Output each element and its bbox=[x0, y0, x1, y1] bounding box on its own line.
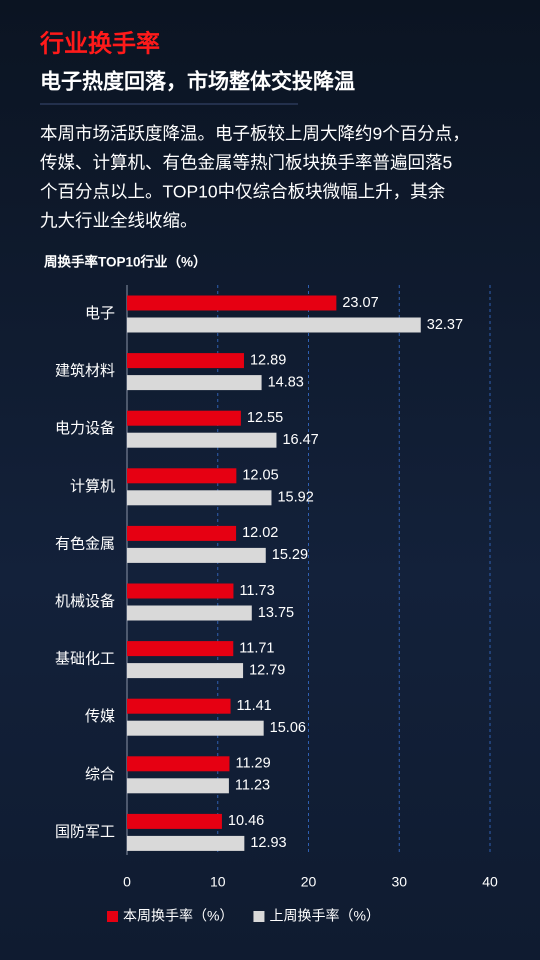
value-label: 10.46 bbox=[228, 813, 264, 829]
legend-swatch bbox=[253, 911, 265, 922]
page-title: 行业换手率 bbox=[39, 29, 160, 57]
bar bbox=[127, 813, 222, 829]
bar bbox=[127, 756, 230, 772]
value-label: 12.02 bbox=[242, 525, 278, 541]
subtitle: 电子热度回落，市场整体交投降温 bbox=[40, 70, 355, 94]
bar bbox=[127, 317, 421, 333]
x-tick-label: 30 bbox=[391, 874, 407, 890]
bar bbox=[127, 641, 234, 657]
bar bbox=[127, 583, 234, 599]
bar bbox=[127, 490, 272, 506]
value-label: 15.06 bbox=[270, 720, 306, 736]
y-tick-label: 基础化工 bbox=[55, 651, 115, 668]
value-label: 12.79 bbox=[249, 662, 285, 678]
body-line: 传媒、计算机、有色金属等热门板块换手率普遍回落5 bbox=[40, 153, 452, 173]
legend-swatch bbox=[107, 911, 118, 922]
bar bbox=[127, 432, 277, 448]
body-line: 本周市场活跃度降温。电子板较上周大降约9个百分点， bbox=[40, 124, 470, 144]
value-label: 11.71 bbox=[239, 640, 274, 656]
bar bbox=[127, 605, 252, 621]
value-label: 14.83 bbox=[268, 374, 304, 390]
y-tick-label: 传媒 bbox=[85, 708, 115, 725]
chart-title: 周换手率TOP10行业（%） bbox=[44, 254, 207, 270]
bar bbox=[127, 698, 231, 714]
bar bbox=[127, 835, 245, 851]
bar bbox=[127, 353, 244, 369]
value-label: 32.37 bbox=[427, 317, 463, 333]
bar bbox=[127, 375, 262, 391]
value-label: 13.75 bbox=[258, 605, 294, 621]
bar bbox=[127, 410, 241, 426]
bar bbox=[127, 525, 237, 541]
y-tick-label: 国防军工 bbox=[55, 823, 115, 840]
x-tick-label: 40 bbox=[482, 874, 498, 890]
legend-label: 本周换手率（%） bbox=[123, 908, 233, 924]
y-tick-label: 电子 bbox=[85, 305, 115, 322]
value-label: 11.23 bbox=[235, 778, 270, 794]
value-label: 12.55 bbox=[247, 410, 283, 426]
bar bbox=[127, 547, 266, 563]
bar bbox=[127, 663, 244, 679]
x-tick-label: 20 bbox=[301, 874, 317, 890]
value-label: 15.29 bbox=[272, 547, 308, 563]
bar bbox=[127, 720, 264, 736]
y-tick-label: 计算机 bbox=[70, 477, 115, 495]
value-label: 11.29 bbox=[235, 756, 270, 772]
y-tick-label: 机械设备 bbox=[55, 593, 115, 610]
value-label: 12.89 bbox=[250, 352, 286, 368]
body-line: 个百分点以上。TOP10中仅综合板块微幅上升，其余 bbox=[40, 182, 446, 202]
value-label: 12.93 bbox=[250, 835, 286, 851]
bar bbox=[127, 295, 337, 311]
y-tick-label: 建筑材料 bbox=[55, 363, 115, 380]
legend-label: 上周换手率（%） bbox=[269, 908, 379, 924]
y-tick-label: 有色金属 bbox=[55, 535, 115, 552]
value-label: 11.73 bbox=[239, 583, 274, 599]
body-line: 九大行业全线收缩。 bbox=[40, 211, 198, 231]
value-label: 16.47 bbox=[282, 432, 318, 448]
bar bbox=[127, 468, 237, 484]
value-label: 11.41 bbox=[237, 698, 272, 714]
value-label: 23.07 bbox=[342, 295, 378, 311]
y-tick-label: 综合 bbox=[85, 766, 115, 783]
y-tick-label: 电力设备 bbox=[55, 420, 115, 437]
value-label: 15.92 bbox=[277, 490, 313, 506]
x-tick-label: 0 bbox=[123, 874, 131, 890]
value-label: 12.05 bbox=[242, 468, 278, 484]
bar bbox=[127, 778, 229, 794]
x-tick-label: 10 bbox=[210, 874, 226, 890]
